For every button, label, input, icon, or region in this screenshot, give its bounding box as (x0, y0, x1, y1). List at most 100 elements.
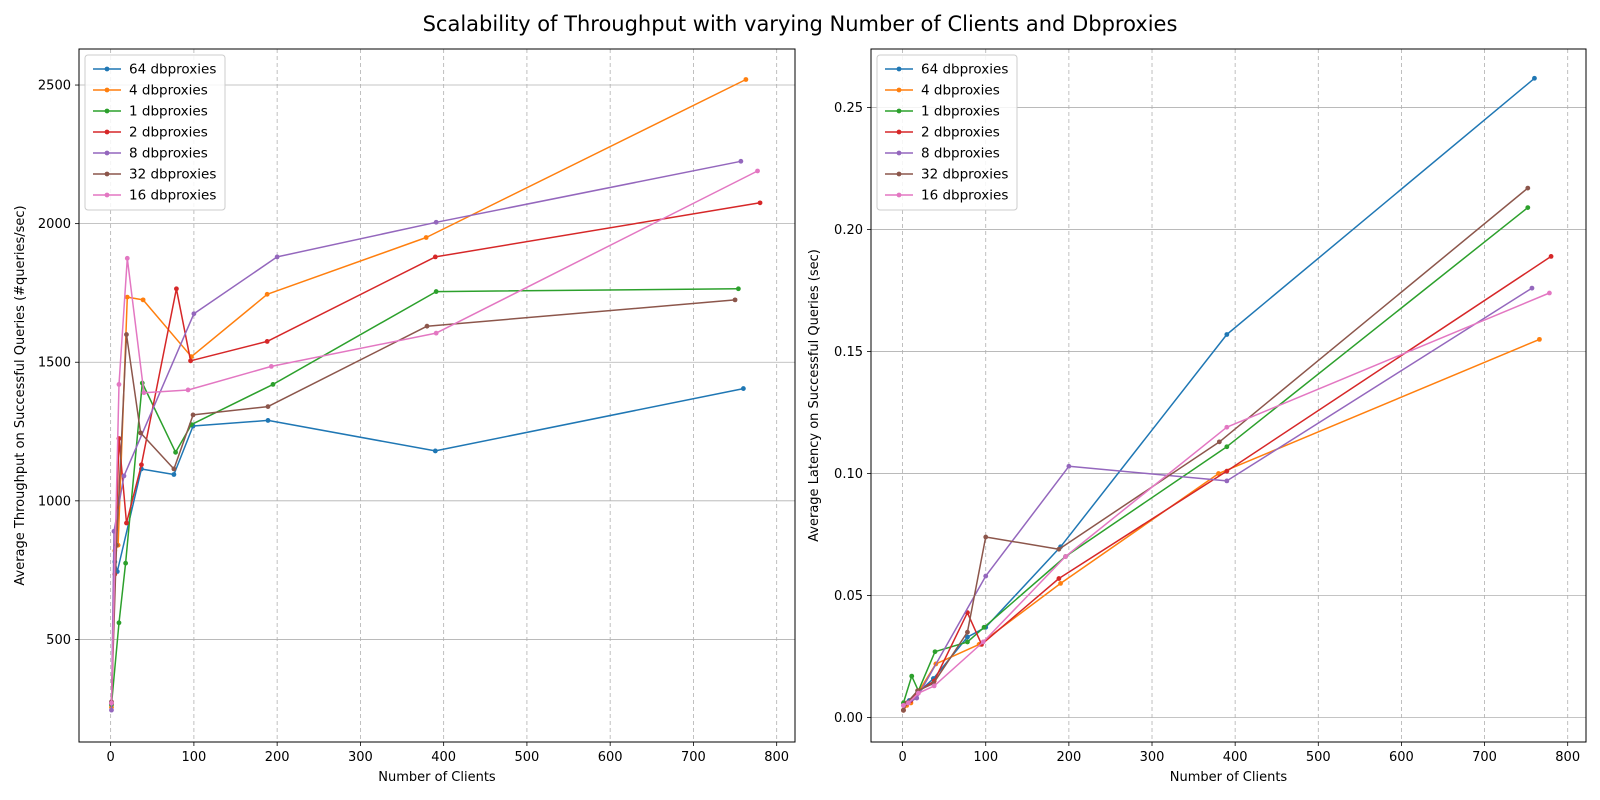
data-point (1216, 439, 1222, 445)
data-point (983, 573, 989, 579)
series-line (110, 170, 758, 704)
legend-item: 32 dbproxies (93, 167, 216, 183)
data-point (755, 168, 760, 174)
data-point (965, 639, 970, 645)
data-point (909, 673, 915, 679)
data-point (1224, 478, 1230, 484)
y-tick-label: 2500 (38, 79, 71, 94)
x-tick-label: 400 (431, 750, 456, 765)
data-point (171, 472, 177, 477)
x-tick-label: 500 (1306, 750, 1331, 765)
y-tick-label: 0.25 (834, 101, 863, 116)
legend-item: 1 dbproxies (93, 104, 208, 120)
x-tick-label: 0 (898, 750, 906, 765)
data-point (1056, 546, 1062, 552)
legend-label: 2 dbproxies (129, 125, 208, 141)
data-point (433, 219, 439, 225)
data-point (1537, 336, 1542, 342)
data-point (140, 297, 146, 303)
legend-item: 16 dbproxies (93, 188, 216, 204)
throughput-chart: 0 100 200 300 400 500 600 700 800 500 1000 1500 2000… (13, 48, 796, 785)
latency-axes-frame (870, 48, 1587, 743)
legend-marker (104, 108, 110, 114)
legend-label: 4 dbproxies (129, 83, 208, 99)
data-point (173, 449, 178, 455)
throughput-x-axis-label: Number of Clients (378, 770, 496, 785)
latency-series (901, 75, 1554, 713)
latency-grid (871, 49, 1586, 742)
data-point (965, 634, 970, 640)
data-point (1224, 444, 1230, 450)
x-tick-label: 300 (1140, 750, 1165, 765)
legend-label: 64 dbproxies (129, 62, 216, 78)
series-16-dbproxies (901, 290, 1552, 708)
data-point (981, 624, 987, 630)
legend-marker (896, 66, 902, 72)
legend-item: 4 dbproxies (93, 83, 208, 99)
y-tick-label: 0.15 (834, 345, 863, 360)
legend-label: 1 dbproxies (129, 104, 208, 120)
throughput-series (109, 77, 763, 713)
legend-label: 32 dbproxies (921, 167, 1008, 183)
series-16-dbproxies (109, 168, 760, 706)
data-point (1058, 580, 1063, 586)
data-point (735, 286, 741, 292)
data-point (432, 254, 438, 260)
series-line (903, 287, 1533, 707)
x-tick-label: 800 (764, 750, 789, 765)
legend-marker (896, 192, 902, 198)
data-point (174, 286, 179, 292)
data-point (171, 466, 177, 472)
data-point (932, 649, 938, 655)
legend-marker (896, 108, 902, 114)
data-point (740, 386, 746, 391)
legend-label: 8 dbproxies (921, 146, 1000, 162)
data-point (139, 462, 144, 468)
data-point (123, 560, 129, 566)
legend-label: 32 dbproxies (129, 167, 216, 183)
data-point (1532, 75, 1537, 81)
x-tick-label: 500 (515, 750, 540, 765)
y-tick-label: 0.10 (834, 467, 863, 482)
data-point (915, 690, 921, 696)
throughput-axes-frame (78, 48, 796, 743)
data-point (906, 700, 911, 706)
data-point (901, 702, 906, 708)
data-point (190, 412, 196, 418)
data-point (124, 520, 129, 526)
legend-marker (896, 171, 902, 177)
latency-x-axis-label: Number of Clients (1170, 770, 1288, 785)
data-point (268, 363, 274, 369)
x-tick-label: 200 (265, 750, 290, 765)
data-point (1548, 254, 1554, 259)
legend-item: 2 dbproxies (93, 125, 208, 141)
legend-box (876, 54, 1018, 211)
latency-chart: 0 100 200 300 400 500 600 700 800 0.00 0.05 0.10 0.1… (807, 48, 1587, 785)
figure-title: Scalability of Throughput with varying N… (423, 12, 1178, 36)
x-tick-label: 600 (598, 750, 623, 765)
data-point (1063, 554, 1068, 559)
legend-label: 4 dbproxies (921, 83, 1000, 99)
data-point (1224, 468, 1230, 474)
data-point (965, 629, 970, 635)
latency-ticks: 0 100 200 300 400 500 600 700 800 0.00 0.05 0.10 0.1… (834, 101, 1580, 765)
data-point (931, 683, 937, 689)
data-point (141, 390, 147, 396)
legend-item: 16 dbproxies (885, 188, 1008, 204)
data-point (116, 382, 122, 387)
legend-item: 64 dbproxies (885, 62, 1008, 78)
legend-item: 4 dbproxies (885, 83, 1000, 99)
latency-y-axis-label: Average Latency on Successful Queries (s… (807, 249, 822, 542)
legend-label: 2 dbproxies (921, 125, 1000, 141)
legend-item: 1 dbproxies (885, 104, 1000, 120)
data-point (265, 418, 271, 423)
throughput-ticks: 0 100 200 300 400 500 600 700 800 500 1000 1500 2000… (38, 79, 789, 765)
legend-item: 32 dbproxies (885, 167, 1008, 183)
y-tick-label: 1500 (38, 356, 71, 371)
data-point (1224, 332, 1230, 337)
x-tick-label: 800 (1555, 750, 1580, 765)
data-point (732, 297, 738, 303)
x-tick-label: 200 (1056, 750, 1081, 765)
data-point (901, 707, 906, 713)
x-tick-label: 700 (1472, 750, 1497, 765)
